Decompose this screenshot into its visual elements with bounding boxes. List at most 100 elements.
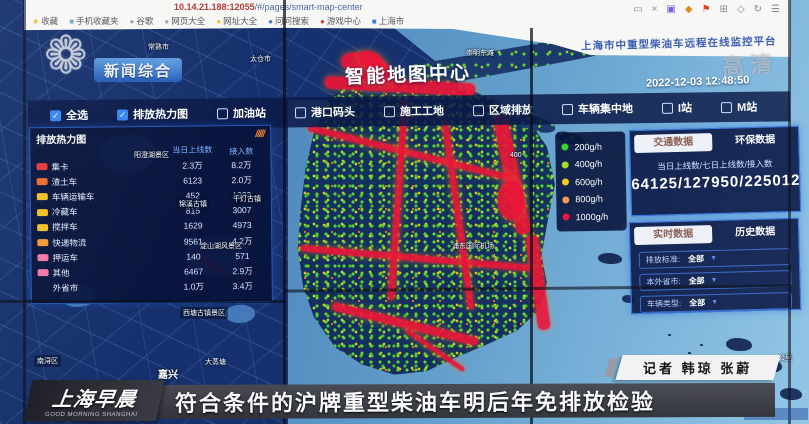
apps-grid-icon[interactable]: ⊞ (719, 4, 728, 15)
metric-label: 当日上线数/七日上线数/接入数 (657, 158, 773, 172)
dropdown-label: 排放标准: (645, 254, 681, 265)
column-header-total: 接入数 (229, 146, 254, 157)
bookmark-label: 谷歌 (136, 16, 154, 26)
flag-icon[interactable]: ⚑ (701, 4, 711, 15)
filter-label: 全选 (65, 109, 89, 123)
tab-traffic-data[interactable]: 交通数据 (634, 133, 713, 154)
bookmark-item[interactable]: ● 网页大全 (164, 15, 205, 27)
dropdown-value: 全部 (689, 298, 706, 308)
star-icon: ★ (32, 16, 40, 26)
checkbox-icon[interactable] (472, 104, 485, 116)
map-label: 400 (510, 152, 522, 159)
total-count: 3.4万 (232, 281, 253, 292)
filter-label: 加油站 (232, 107, 267, 121)
bookmark-item[interactable]: ● 游戏中心 (320, 15, 361, 27)
shield-icon[interactable]: ◆ (684, 4, 693, 15)
legend-item: 1000g/h (562, 211, 621, 222)
online-count: 2.3万 (182, 160, 203, 171)
vehicle-type-label: 集卡 (51, 161, 69, 172)
site-icon-yellow: ● (216, 16, 222, 26)
extensions-icon[interactable]: ▣ (666, 4, 676, 15)
total-count: 571 (235, 250, 250, 261)
program-logo-en: GOOD MORNING SHANGHAI (44, 412, 138, 418)
vehicle-type-label: 渣土车 (51, 176, 78, 187)
vehicle-icon (37, 254, 49, 262)
legend-dot (561, 160, 569, 169)
filter-M站[interactable]: M站 (720, 99, 758, 115)
filter-加油站[interactable]: 加油站 (216, 105, 267, 122)
map-label: 嘉兴 (158, 370, 178, 381)
filter-港口码头[interactable]: 港口码头 (294, 104, 356, 121)
filter-车辆集中地[interactable]: 车辆集中地 (561, 100, 633, 117)
filter-label: M站 (736, 101, 758, 114)
browser-toolbar: ▭ × ▣ ◆ ⚑ ⊞ ◇ ↻ ☰ (633, 4, 780, 15)
close-icon[interactable]: × (651, 4, 658, 15)
vehicle-icon (37, 223, 49, 232)
checkbox-icon[interactable] (661, 102, 674, 114)
window-icon[interactable]: ▭ (633, 4, 643, 15)
bookmark-item[interactable]: ★ 收藏 (32, 15, 58, 27)
legend-dot (562, 195, 570, 204)
realtime-filter-dropdowns: 排放标准: 全部 ▼ 本外省市: 全部 ▼ 车辆类型: 全部 ▼ (631, 248, 801, 313)
vehicle-type-label: 车辆运输车 (51, 191, 95, 203)
bookmark-item[interactable]: ● 谷歌 (130, 15, 154, 27)
bookmark-item[interactable]: ■ 上海市 (372, 15, 404, 27)
heat-corridor (498, 180, 524, 220)
metric-value: 64125/127950/225012 (631, 171, 801, 194)
realtime-data-panel: 实时数据 历史数据 排放标准: 全部 ▼ 本外省市: 全部 ▼ 车辆类型: 全部 ▼ (628, 217, 802, 315)
chevron-down-icon: ▼ (710, 276, 718, 285)
filter-label: 港口码头 (310, 106, 356, 120)
reporter-credit-strip: 记者 韩琼 张蔚 (615, 355, 781, 380)
lake-shape (225, 305, 255, 323)
mode-icon[interactable]: ◇ (736, 4, 745, 15)
bookmark-item[interactable]: ■ 手机收藏夹 (69, 15, 118, 27)
checkbox-icon[interactable] (720, 101, 733, 113)
legend-label: 400g/h (574, 158, 603, 170)
folder-icon: ■ (69, 16, 75, 26)
map-label: 崇明东滩 (466, 50, 494, 57)
filter-区域排放[interactable]: 区域排放 (472, 101, 533, 118)
map-label: 西塘古镇景区 (180, 307, 228, 319)
map-label: 太仓市 (250, 56, 271, 63)
checkbox-icon[interactable] (561, 103, 574, 115)
checkbox-icon[interactable] (383, 105, 396, 117)
page-icon: ● (164, 16, 170, 26)
vehicle-type-label: 冷藏车 (51, 206, 78, 218)
filter-施工工地[interactable]: 施工工地 (383, 103, 444, 120)
reporter-credit: 记者 韩琼 张蔚 (643, 361, 753, 376)
checkbox-icon[interactable] (216, 107, 229, 119)
vehicle-icon (36, 208, 49, 216)
map-label: 阳澄湖景区 (134, 152, 169, 159)
vehicle-icon (37, 269, 49, 277)
program-logo: 上海早晨 GOOD MORNING SHANGHAI (23, 380, 165, 421)
dropdown-车辆类型[interactable]: 车辆类型: 全部 ▼ (639, 292, 793, 313)
address-bar[interactable]: 10.14.21.188:12055/#/pages/smart-map-cen… (174, 2, 363, 12)
bookmark-item[interactable]: ● 网址大全 (216, 15, 257, 27)
tab-realtime-data[interactable]: 实时数据 (633, 225, 713, 246)
tab-history-data[interactable]: 历史数据 (734, 226, 776, 239)
dropdown-排放标准[interactable]: 排放标准: 全部 ▼ (638, 248, 792, 269)
checkbox-icon[interactable]: ✓ (49, 109, 62, 121)
online-count: 6467 (184, 266, 204, 277)
url-path: /#/pages/smart-map-center (254, 2, 363, 12)
total-count: 3007 (232, 205, 252, 216)
filter-全选[interactable]: ✓ 全选 (49, 107, 89, 123)
tab-environment-data[interactable]: 环保数据 (735, 134, 776, 147)
emission-legend: 200g/h 400g/h 600g/h 800g/h 1000g/h (555, 131, 627, 232)
bookmark-item[interactable]: ● 问问搜索 (268, 15, 309, 27)
heat-row-外省市[interactable]: 外省市 1.0万 3.4万 (38, 278, 266, 296)
filter-排放热力图[interactable]: ✓ 排放热力图 (116, 106, 188, 123)
refresh-icon[interactable]: ↻ (753, 4, 763, 15)
checkbox-icon[interactable] (294, 106, 307, 118)
heat-panel-rows: 集卡2.3万8.2万渣土车61232.0万车辆运输车4521283冷藏车8153… (36, 157, 265, 296)
map-center-title: 智能地图中心 (344, 62, 472, 89)
url-host: 10.14.21.188:12055 (174, 2, 255, 12)
online-count: 140 (186, 251, 201, 262)
filter-I站[interactable]: I站 (661, 100, 692, 116)
vehicle-type-label: 外省市 (52, 282, 79, 294)
checkbox-icon[interactable]: ✓ (116, 108, 129, 121)
legend-item: 600g/h (561, 176, 620, 187)
menu-icon[interactable]: ☰ (771, 4, 780, 15)
page-icon: ● (129, 16, 135, 26)
